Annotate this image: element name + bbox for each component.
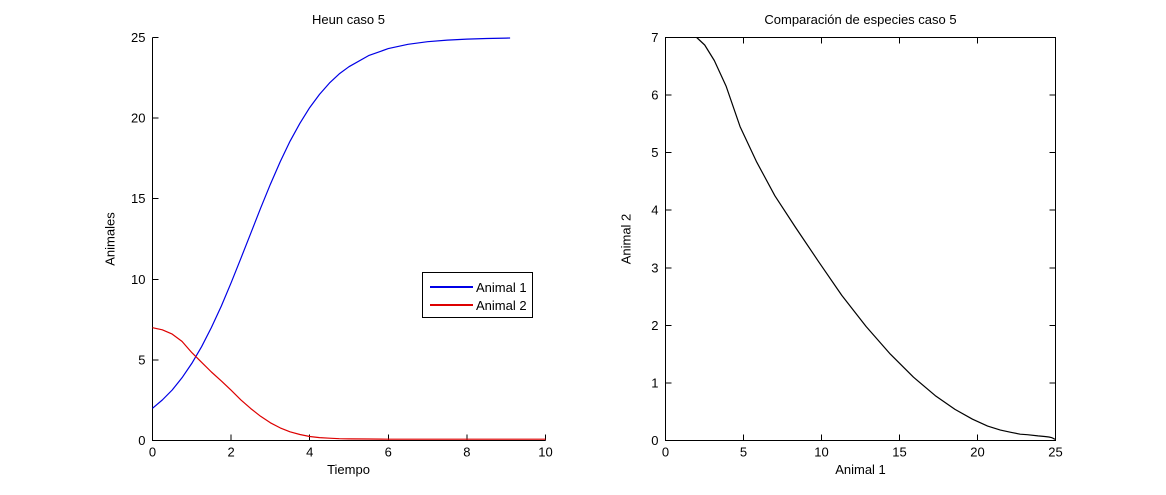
left-chart-title: Heun caso 5	[312, 12, 385, 27]
right-chart-axes	[665, 37, 1056, 441]
right-chart-x-tick-label: 10	[814, 445, 828, 460]
left-chart-y-tick-label: 25	[131, 30, 145, 45]
right-chart-y-tick-label: 2	[651, 318, 658, 333]
legend-label-animal-1: Animal 1	[476, 279, 527, 295]
left-chart-x-tick-label: 6	[385, 445, 392, 460]
left-chart-y-tick-label: 5	[138, 352, 145, 367]
legend-entry-animal-2: Animal 2	[423, 296, 532, 314]
left-chart-y-tick-label: 10	[131, 272, 145, 287]
right-chart-x-tick-label: 0	[662, 445, 669, 460]
right-chart-group: 0 5 10 15 20 25 0 1 2 3 4 5 6 7	[651, 30, 1062, 460]
legend-entry-animal-1: Animal 1	[423, 278, 532, 296]
right-chart-y-tick-label: 4	[651, 203, 658, 218]
right-chart-y-tick-label: 0	[651, 433, 658, 448]
right-chart-y-tick-label: 7	[651, 30, 658, 45]
right-chart-x-tick-label: 25	[1048, 445, 1062, 460]
left-chart-group: 0 2 4 6 8 10 0 5 10 15 20 25	[131, 30, 553, 460]
left-chart-series-animal-1-line	[152, 37, 511, 409]
left-chart-axes	[152, 37, 546, 441]
legend-box: Animal 1 Animal 2	[422, 272, 533, 318]
right-chart-x-tick-label: 15	[892, 445, 906, 460]
left-chart-series-animal-2-line	[152, 327, 546, 440]
right-x-axis-label: Animal 1	[835, 462, 886, 477]
legend-line-sample-animal-1	[430, 286, 473, 288]
left-chart-y-tick-label: 20	[131, 111, 145, 126]
right-chart-y-tick-label: 1	[651, 375, 658, 390]
right-chart-y-tick-label: 5	[651, 145, 658, 160]
left-chart-y-tick-label: 0	[138, 433, 145, 448]
left-chart-y-tick-label: 15	[131, 191, 145, 206]
left-chart-x-tick-label: 0	[149, 445, 156, 460]
left-chart-x-tick-label: 10	[538, 445, 552, 460]
right-chart-y-tick-label: 3	[651, 260, 658, 275]
right-chart-series-animal-2-vs-animal-1-line	[696, 37, 1056, 440]
right-chart-y-tick-label: 6	[651, 88, 658, 103]
left-chart-x-tick-label: 4	[306, 445, 313, 460]
left-chart-x-tick-label: 8	[463, 445, 470, 460]
left-x-axis-label: Tiempo	[327, 462, 370, 477]
legend-label-animal-2: Animal 2	[476, 297, 527, 313]
left-chart-x-tick-label: 2	[227, 445, 234, 460]
right-chart-x-tick-label: 20	[970, 445, 984, 460]
right-chart-title: Comparación de especies caso 5	[764, 12, 957, 27]
right-chart-x-tick-label: 5	[740, 445, 747, 460]
legend-line-sample-animal-2	[430, 304, 473, 306]
